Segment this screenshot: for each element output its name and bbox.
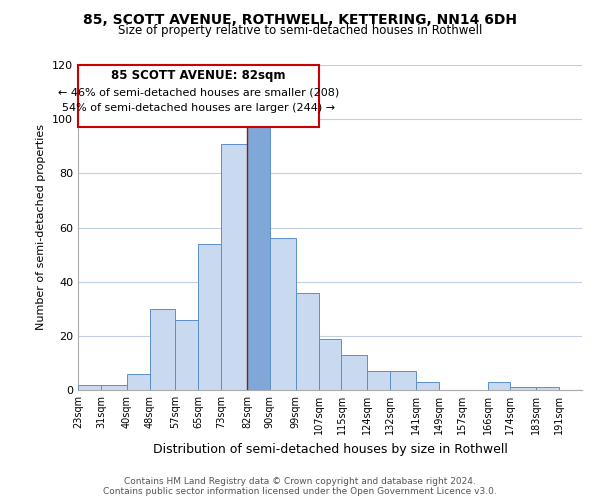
- Bar: [149, 308, 175, 390]
- Bar: [247, 128, 270, 390]
- Text: ← 46% of semi-detached houses are smaller (208): ← 46% of semi-detached houses are smalle…: [58, 87, 339, 97]
- Bar: [341, 355, 367, 390]
- Y-axis label: Number of semi-detached properties: Number of semi-detached properties: [37, 124, 46, 330]
- Bar: [416, 382, 439, 390]
- Text: 54% of semi-detached houses are larger (244) →: 54% of semi-detached houses are larger (…: [62, 104, 335, 114]
- Bar: [78, 384, 101, 390]
- Bar: [221, 144, 247, 390]
- Bar: [511, 388, 536, 390]
- Bar: [198, 244, 221, 390]
- Text: Size of property relative to semi-detached houses in Rothwell: Size of property relative to semi-detach…: [118, 24, 482, 37]
- Bar: [319, 338, 341, 390]
- Bar: [390, 371, 416, 390]
- X-axis label: Distribution of semi-detached houses by size in Rothwell: Distribution of semi-detached houses by …: [152, 442, 508, 456]
- Bar: [175, 320, 198, 390]
- Text: Contains public sector information licensed under the Open Government Licence v3: Contains public sector information licen…: [103, 486, 497, 496]
- Bar: [270, 238, 296, 390]
- Bar: [78, 65, 319, 128]
- Bar: [487, 382, 511, 390]
- Bar: [367, 371, 390, 390]
- Bar: [536, 388, 559, 390]
- Text: 85, SCOTT AVENUE, ROTHWELL, KETTERING, NN14 6DH: 85, SCOTT AVENUE, ROTHWELL, KETTERING, N…: [83, 12, 517, 26]
- Text: Contains HM Land Registry data © Crown copyright and database right 2024.: Contains HM Land Registry data © Crown c…: [124, 476, 476, 486]
- Bar: [127, 374, 149, 390]
- Text: 85 SCOTT AVENUE: 82sqm: 85 SCOTT AVENUE: 82sqm: [111, 70, 286, 82]
- Bar: [296, 292, 319, 390]
- Bar: [101, 384, 127, 390]
